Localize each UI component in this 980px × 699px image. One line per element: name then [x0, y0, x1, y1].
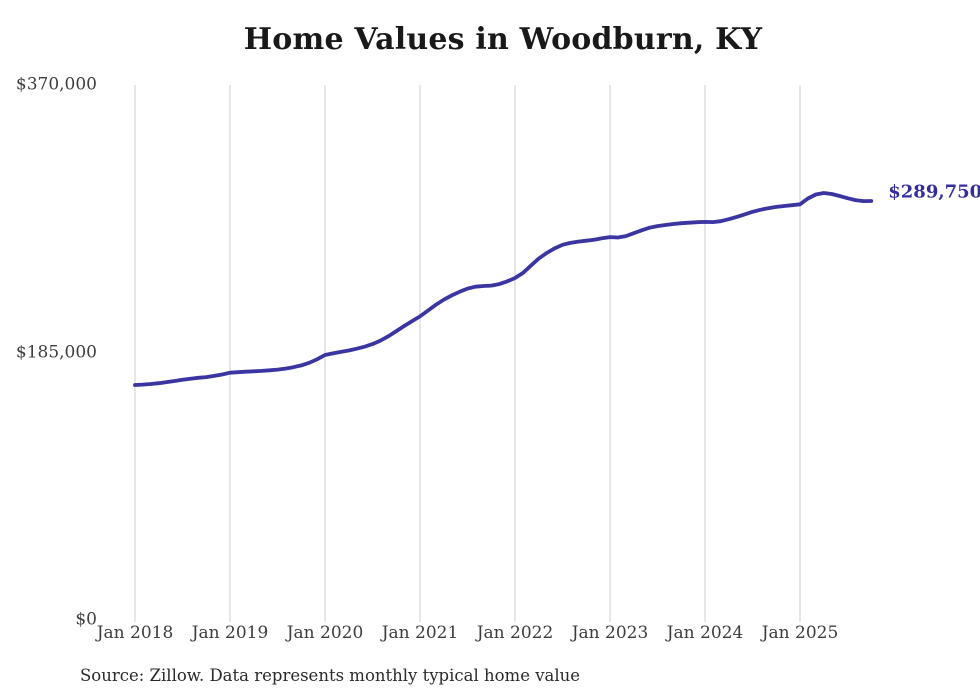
x-tick-label: Jan 2020 — [286, 623, 364, 643]
x-tick-label: Jan 2023 — [571, 623, 649, 643]
value-line — [133, 191, 874, 387]
source-note: Source: Zillow. Data represents monthly … — [80, 666, 581, 685]
y-tick-label-370000: $370,000 — [15, 74, 97, 95]
chart-title: Home Values in Woodburn, KY — [243, 22, 763, 57]
x-tick-label: Jan 2024 — [666, 623, 744, 643]
x-tick-label: Jan 2018 — [96, 623, 174, 643]
x-tick-label: Jan 2019 — [191, 623, 269, 643]
end-value-label: $289,750 — [888, 181, 980, 203]
x-tick-label: Jan 2021 — [381, 623, 459, 643]
x-tick-label: Jan 2025 — [761, 623, 839, 643]
y-tick-label-185000: $185,000 — [15, 342, 97, 363]
x-tick-label: Jan 2022 — [476, 623, 554, 643]
y-tick-label-0: $0 — [75, 609, 97, 630]
